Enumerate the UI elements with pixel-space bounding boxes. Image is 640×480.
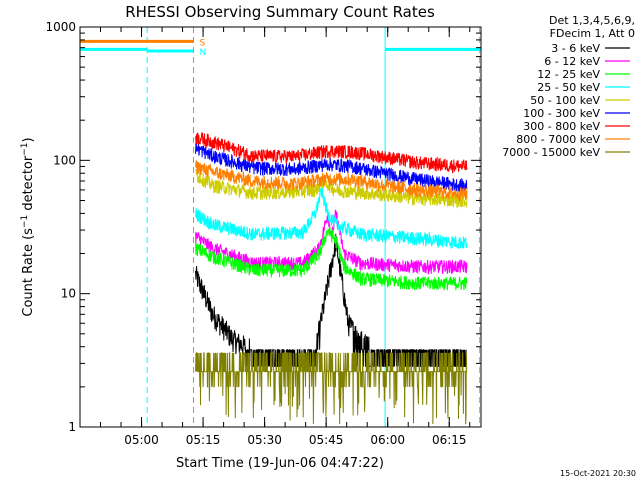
x-tick-label-4: 06:00	[370, 433, 405, 447]
series-line-0	[195, 233, 468, 367]
plot-frame	[79, 26, 482, 428]
series-line-2	[195, 225, 468, 291]
legend-header-1: FDecim 1, Att 0	[550, 27, 635, 40]
y-axis-label: Count Rate (s−1 detector−1)	[20, 137, 36, 316]
y-tick-label-2: 100	[53, 153, 76, 167]
legend-label-7: 800 - 7000 keV	[516, 133, 600, 146]
legend-label-0: 3 - 6 keV	[551, 42, 600, 55]
x-tick-label-3: 05:45	[309, 433, 344, 447]
legend-label-6: 300 - 800 keV	[523, 120, 600, 133]
legend-label-1: 6 - 12 keV	[544, 55, 600, 68]
flag-label-3: N	[200, 48, 207, 58]
y-axis-label-sup-2: −1	[20, 142, 30, 155]
x-tick-label-1: 05:15	[186, 433, 221, 447]
legend-label-4: 50 - 100 keV	[530, 94, 600, 107]
y-tick-label-3: 1000	[45, 20, 76, 34]
legend-header-0: Det 1,3,4,5,6,9,	[549, 14, 635, 27]
series-line-3	[195, 185, 468, 249]
series-line-8	[195, 352, 468, 425]
legend: Det 1,3,4,5,6,9,FDecim 1, Att 0 3 - 6 keV…	[502, 14, 635, 159]
x-tick-label-2: 05:30	[247, 433, 282, 447]
y-axis-label-mid: detector	[21, 155, 36, 215]
series-line-6	[195, 132, 468, 174]
chart-title: RHESSI Observing Summary Count Rates	[125, 3, 435, 21]
y-axis-label-sup-1: −1	[20, 215, 30, 228]
legend-label-5: 100 - 300 keV	[523, 107, 600, 120]
series-line-7	[195, 160, 468, 201]
plot-data-layer: SN	[79, 27, 481, 427]
axes-layer: 1 10 100 1000 05:00 05:15 05:30 05:45 06:00 06:15	[45, 20, 481, 447]
series-line-4	[195, 168, 468, 209]
legend-label-3: 25 - 50 keV	[537, 81, 600, 94]
x-tick-label-0: 05:00	[124, 433, 159, 447]
series-line-5	[195, 141, 468, 193]
flag-label-2: S	[200, 38, 206, 48]
legend-label-8: 7000 - 15000 keV	[502, 146, 600, 159]
y-tick-label-0: 1	[68, 420, 76, 434]
y-axis-label-end: )	[21, 137, 36, 142]
footer-date: 15-Oct-2021 20:30	[560, 469, 636, 478]
legend-label-2: 12 - 25 keV	[537, 68, 600, 81]
x-axis-label: Start Time (19-Jun-06 04:47:22)	[176, 456, 384, 471]
y-axis-label-main: Count Rate (s	[21, 228, 36, 317]
x-tick-label-5: 06:15	[432, 433, 467, 447]
y-tick-label-1: 10	[61, 287, 76, 301]
